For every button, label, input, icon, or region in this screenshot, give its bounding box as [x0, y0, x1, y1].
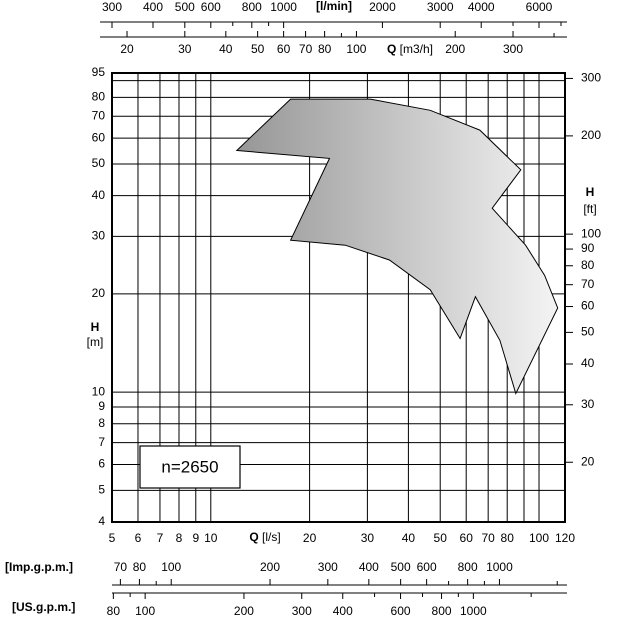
- x-tick-label: 8: [176, 531, 183, 545]
- axis-tick-label: 1000: [486, 560, 513, 574]
- axis-label: [l/min]: [316, 0, 352, 13]
- y-tick-label: 5: [98, 483, 105, 497]
- operating-range: [235, 98, 559, 395]
- axis-tick-label: 40: [219, 42, 233, 56]
- axis-tick-label: 6000: [526, 0, 553, 14]
- y2-tick-label: 80: [581, 258, 595, 272]
- x-tick-label: 120: [555, 531, 575, 545]
- y-tick-label: 30: [92, 229, 106, 243]
- y-tick-label: 10: [92, 384, 106, 398]
- axis-tick-label: 70: [299, 42, 313, 56]
- y-tick-label: 40: [92, 188, 106, 202]
- axis-tick-label: 300: [503, 42, 523, 56]
- axis-tick-label: 70: [114, 560, 128, 574]
- y2-tick-label: 20: [581, 454, 595, 468]
- axis-tick-label: 4000: [468, 0, 495, 14]
- y2-tick-label: 90: [581, 241, 595, 255]
- y-tick-label: 50: [92, 156, 106, 170]
- axis-tick-label: 50: [251, 42, 265, 56]
- y-tick-label: 60: [92, 130, 106, 144]
- axis-tick-label: 1000: [270, 0, 297, 14]
- axis-tick-label: 200: [260, 560, 280, 574]
- x-tick-label: 9: [192, 531, 199, 545]
- x-tick-label: 60: [460, 531, 474, 545]
- annotation-box: [139, 445, 241, 489]
- x-tick-label: 100: [529, 531, 549, 545]
- y-tick-label: 8: [98, 416, 105, 430]
- axis-tick-label: 400: [143, 0, 163, 14]
- y-tick-label: 6: [98, 457, 105, 471]
- axis-tick-label: 80: [318, 42, 332, 56]
- y2-tick-label: 40: [581, 356, 595, 370]
- axis-tick-label: 80: [107, 604, 121, 618]
- axis-label: [Imp.g.p.m.]: [5, 560, 73, 574]
- x-tick-label: 10: [204, 531, 218, 545]
- y-axis-unit: [m]: [87, 335, 104, 349]
- axis-symbol: Q: [387, 42, 396, 56]
- axis-tick-label: 500: [391, 560, 411, 574]
- annotation: n=2650: [161, 457, 218, 476]
- y2-tick-label: 70: [581, 277, 595, 291]
- axis-tick-label: 100: [161, 560, 181, 574]
- axis-tick-label: 200: [234, 604, 254, 618]
- axis-tick-label: 60: [277, 42, 291, 56]
- x-tick-label: 7: [157, 531, 164, 545]
- axis-label: [US.g.p.m.]: [12, 600, 75, 614]
- y2-axis-symbol: H: [586, 185, 595, 199]
- axis-tick-label: 1000: [460, 604, 487, 618]
- plot-frame: [111, 72, 566, 523]
- y-tick-label: 20: [92, 286, 106, 300]
- axis-tick-label: 100: [135, 604, 155, 618]
- x-tick-label: 20: [303, 531, 317, 545]
- axis-tick-label: 80: [133, 560, 147, 574]
- y2-tick-label: 30: [581, 397, 595, 411]
- axis-tick-label: 300: [318, 560, 338, 574]
- axis-tick-label: 800: [432, 604, 452, 618]
- x-tick-label: 5: [109, 531, 116, 545]
- axis-tick-label: 3000: [427, 0, 454, 14]
- axis-unit: [m3/h]: [400, 42, 433, 56]
- y-tick-label: 4: [98, 514, 105, 528]
- x-tick-label: 50: [434, 531, 448, 545]
- x-axis-unit: [l/s]: [262, 530, 281, 544]
- y2-tick-label: 50: [581, 325, 595, 339]
- x-tick-label: 30: [361, 531, 375, 545]
- x-tick-label: 70: [481, 531, 495, 545]
- y-tick-label: 9: [98, 399, 105, 413]
- axis-tick-label: 500: [175, 0, 195, 14]
- y2-tick-label: 100: [581, 226, 601, 240]
- x-axis-label: Q [l/s]: [249, 530, 280, 544]
- y-tick-label: 7: [98, 435, 105, 449]
- axis-tick-label: 800: [458, 560, 478, 574]
- y2-tick-label: 300: [581, 71, 601, 85]
- y2-tick-label: 200: [581, 128, 601, 142]
- axis-tick-label: 300: [102, 0, 122, 14]
- y-tick-label: 70: [92, 108, 106, 122]
- y-axis-symbol: H: [91, 320, 100, 334]
- axis-tick-label: 300: [292, 604, 312, 618]
- axis-tick-label: 600: [417, 560, 437, 574]
- axis-tick-label: 200: [445, 42, 465, 56]
- axis-tick-label: 600: [391, 604, 411, 618]
- axis-tick-label: 400: [359, 560, 379, 574]
- axis-tick-label: 30: [178, 42, 192, 56]
- y2-axis-unit: [ft]: [583, 202, 596, 216]
- y-tick-label: 80: [92, 90, 106, 104]
- x-axis-symbol: Q: [249, 530, 258, 544]
- x-tick-label: 40: [402, 531, 416, 545]
- x-tick-label: 80: [501, 531, 515, 545]
- axis-tick-label: 600: [201, 0, 221, 14]
- axis-tick-label: 2000: [369, 0, 396, 14]
- y2-tick-label: 60: [581, 299, 595, 313]
- axis-tick-label: 400: [333, 604, 353, 618]
- axis-label: Q [m3/h]: [387, 42, 433, 56]
- x-tick-label: 6: [135, 531, 142, 545]
- axis-tick-label: 20: [120, 42, 134, 56]
- axis-tick-label: 100: [346, 42, 366, 56]
- axis-tick-label: 800: [242, 0, 262, 14]
- y-tick-label: 95: [92, 65, 106, 79]
